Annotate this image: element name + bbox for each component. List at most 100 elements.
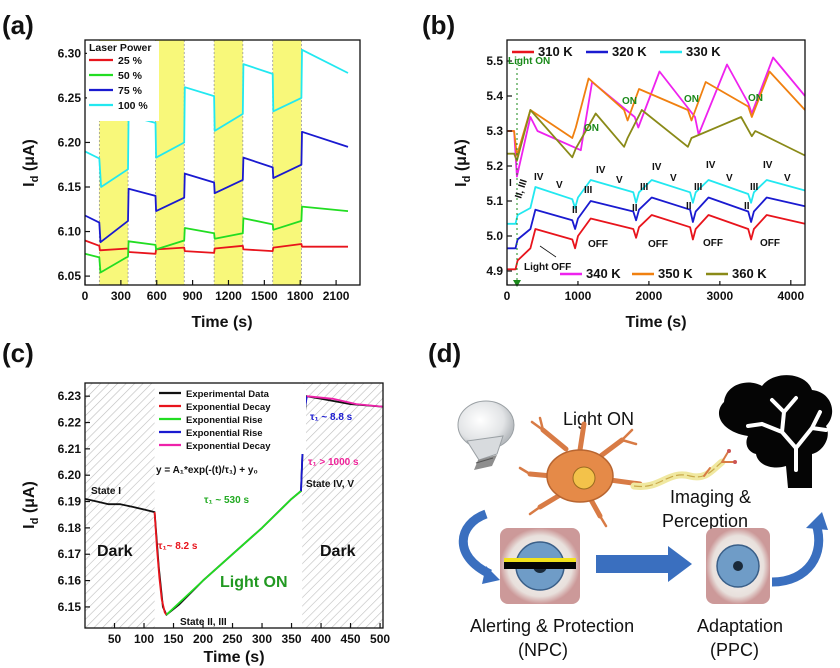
annotation-state: V: [556, 180, 563, 191]
legend: Experimental Data Exponential Decay Expone…: [156, 384, 306, 454]
legend-bg: [630, 267, 702, 281]
light-on-band: [272, 40, 302, 285]
legend-item-label: 25 %: [118, 55, 143, 67]
annotation-light-on: Light ON: [508, 56, 550, 67]
legend-item-label: 100 %: [118, 100, 148, 112]
legend-item-label: Exponential Rise: [186, 415, 263, 426]
right-arrow: [596, 546, 692, 582]
legend-item-label: 75 %: [118, 85, 143, 97]
axis-ticks: 0 300 600 900 1200 1500 1800 2100 6.05 6.10 6.15 6.…: [58, 46, 350, 303]
y-tick-label: 4.9: [486, 264, 503, 278]
light-off-pointer: [539, 245, 557, 258]
dark-bands: [85, 383, 383, 628]
annotation-state: V: [726, 173, 733, 184]
dark-band: [302, 383, 383, 628]
dark-label: Dark: [320, 543, 356, 560]
y-tick-label: 6.16: [58, 574, 82, 588]
y-tick-label: 6.17: [58, 547, 82, 561]
annotation-state: IV: [763, 160, 773, 171]
chart-c: 50 100 150 200 250 300 350 400 450 500 6.15 6.16 6.1…: [21, 382, 391, 666]
series-line-1: [84, 205, 349, 274]
legend-item-label: 340 K: [586, 266, 621, 281]
brain-icon: [718, 375, 833, 488]
tau-slow-label: τ₁ > 1000 s: [308, 457, 359, 468]
curved-arrow-right-head: [806, 512, 828, 530]
y-tick-label: 6.15: [58, 600, 82, 614]
tau-rise-label: τ₁ ~ 530 s: [204, 495, 249, 506]
panel-label-c: (c): [2, 338, 34, 368]
chart-b: 0 1000 2000 3000 4000 4.9 5.0 5.1 5.2 5.3 5.4 5.5 T…: [453, 39, 806, 331]
x-tick-label: 900: [183, 289, 203, 303]
ppc-text: (PPC): [710, 640, 759, 660]
x-tick-label: 4000: [777, 289, 804, 303]
annotation-off: OFF: [703, 238, 723, 249]
legend-bg: [584, 45, 656, 59]
annotation-state: V: [616, 175, 623, 186]
legend-items: 25 % 50 % 75 % 100 %: [89, 55, 148, 112]
annotation-state: III: [694, 182, 703, 193]
x-tick-label: 200: [193, 632, 213, 646]
y-tick-label: 5.2: [486, 159, 503, 173]
series-line-4: [306, 395, 384, 408]
light-on-arrow: [513, 280, 521, 287]
x-tick-label: 300: [111, 289, 131, 303]
tau-decay-label: τ₁~ 8.2 s: [158, 541, 198, 552]
light-on-band: [214, 40, 243, 285]
curved-arrow-left: [458, 509, 493, 579]
annotation-light-off: Light OFF: [524, 262, 571, 273]
x-tick-label: 3000: [707, 289, 734, 303]
annotation-state: II: [744, 201, 750, 212]
annotation-off: OFF: [588, 239, 608, 250]
axis-ticks: 50 100 150 200 250 300 350 400 450 500 6.15 6.16 6.1…: [58, 389, 391, 646]
annotation-state: II: [572, 205, 578, 216]
dark-band: [85, 383, 155, 628]
legend-item-label: Exponential Rise: [186, 428, 263, 439]
annotation-state: III: [750, 182, 759, 193]
x-tick-label: 400: [311, 632, 331, 646]
chart-a: 0 300 600 900 1200 1500 1800 2100 6.05 6.10 6.15 6.…: [21, 39, 361, 331]
annotation-on: ON: [584, 123, 599, 134]
legend-item-label: 320 K: [612, 44, 647, 59]
series-line-1: [507, 196, 806, 250]
annotations: Light ON Light OFF ON ON ON ON OFF OFF O…: [508, 56, 791, 273]
state-ii-iii-label: State II, III: [180, 617, 227, 628]
panel-label-d: (d): [428, 338, 461, 368]
series-lines: [507, 56, 806, 271]
x-tick-label: 300: [252, 632, 272, 646]
legend-title: Laser Power: [89, 42, 151, 54]
x-tick-label: 1000: [565, 289, 592, 303]
state-iv-v-label: State IV, V: [306, 479, 354, 490]
adaptation-diagram: Light ON Imaging & Perception: [457, 375, 833, 660]
light-bulb-icon: [457, 400, 515, 470]
y-tick-label: 6.15: [58, 180, 82, 194]
y-axis-label: Id (μA): [453, 139, 473, 187]
curved-arrow-right: [771, 522, 824, 587]
y-axis-label: Id (μA): [21, 481, 41, 529]
panel-label-a: (a): [2, 10, 34, 40]
annotation-state: I: [509, 178, 512, 189]
npc-text: (NPC): [518, 640, 568, 660]
y-tick-label: 5.1: [486, 194, 503, 208]
eye-npc-icon: [500, 528, 580, 604]
y-tick-label: 6.30: [58, 46, 82, 60]
annotation-state: V: [670, 173, 677, 184]
x-tick-label: 600: [147, 289, 167, 303]
x-tick-label: 500: [370, 632, 390, 646]
imaging-text-line2: Perception: [662, 511, 748, 531]
series-line-0: [84, 239, 348, 255]
y-tick-label: 6.21: [58, 442, 82, 456]
y-tick-label: 5.3: [486, 124, 503, 138]
series-line-2: [84, 130, 349, 244]
annotation-state: III: [640, 182, 649, 193]
x-tick-label: 50: [108, 632, 122, 646]
panel-label-b: (b): [422, 10, 455, 40]
y-tick-label: 6.23: [58, 389, 82, 403]
dark-label: Dark: [97, 543, 133, 560]
alerting-text: Alerting & Protection: [470, 616, 634, 636]
y-tick-label: 6.18: [58, 521, 82, 535]
series-line-4: [507, 70, 806, 157]
state-i-label: State I: [91, 486, 121, 497]
annotation-state: II, III: [513, 178, 530, 200]
y-tick-label: 5.5: [486, 54, 503, 68]
